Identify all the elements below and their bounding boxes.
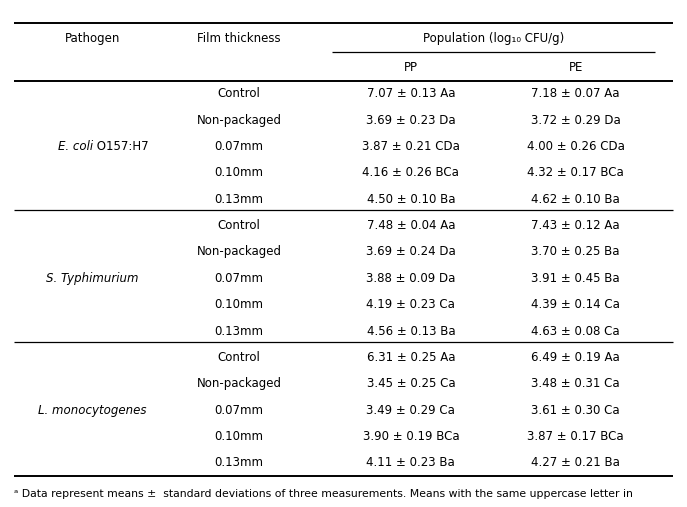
Text: PP: PP	[404, 61, 418, 74]
Text: 6.49 ± 0.19 Aa: 6.49 ± 0.19 Aa	[531, 351, 620, 364]
Text: Control: Control	[218, 87, 260, 100]
Text: S. Typhimurium: S. Typhimurium	[47, 272, 139, 285]
Text: 3.69 ± 0.24 Da: 3.69 ± 0.24 Da	[366, 245, 455, 259]
Text: 0.10mm: 0.10mm	[214, 298, 264, 311]
Text: Non-packaged: Non-packaged	[196, 377, 282, 390]
Text: 3.61 ± 0.30 Ca: 3.61 ± 0.30 Ca	[531, 404, 620, 417]
Text: 3.70 ± 0.25 Ba: 3.70 ± 0.25 Ba	[532, 245, 620, 259]
Text: 3.90 ± 0.19 BCa: 3.90 ± 0.19 BCa	[363, 430, 459, 443]
Text: 4.00 ± 0.26 CDa: 4.00 ± 0.26 CDa	[527, 140, 624, 153]
Text: E. coli: E. coli	[58, 140, 93, 153]
Text: 4.19 ± 0.23 Ca: 4.19 ± 0.23 Ca	[366, 298, 455, 311]
Text: 3.69 ± 0.23 Da: 3.69 ± 0.23 Da	[366, 114, 455, 127]
Text: 3.88 ± 0.09 Da: 3.88 ± 0.09 Da	[366, 272, 455, 285]
Text: 0.10mm: 0.10mm	[214, 430, 264, 443]
Text: 7.07 ± 0.13 Aa: 7.07 ± 0.13 Aa	[367, 87, 455, 100]
Text: 3.87 ± 0.17 BCa: 3.87 ± 0.17 BCa	[528, 430, 624, 443]
Text: Control: Control	[218, 351, 260, 364]
Text: 4.56 ± 0.13 Ba: 4.56 ± 0.13 Ba	[366, 324, 455, 338]
Text: Pathogen: Pathogen	[65, 32, 120, 45]
Text: 7.43 ± 0.12 Aa: 7.43 ± 0.12 Aa	[531, 219, 620, 232]
Text: 3.87 ± 0.21 CDa: 3.87 ± 0.21 CDa	[362, 140, 460, 153]
Text: 0.13mm: 0.13mm	[214, 456, 264, 469]
Text: 4.16 ± 0.26 BCa: 4.16 ± 0.26 BCa	[362, 166, 460, 179]
Text: 4.32 ± 0.17 BCa: 4.32 ± 0.17 BCa	[528, 166, 624, 179]
Text: O157:H7: O157:H7	[93, 140, 148, 153]
Text: 0.13mm: 0.13mm	[214, 193, 264, 206]
Text: 7.48 ± 0.04 Aa: 7.48 ± 0.04 Aa	[367, 219, 455, 232]
Text: Non-packaged: Non-packaged	[196, 245, 282, 259]
Text: 4.62 ± 0.10 Ba: 4.62 ± 0.10 Ba	[531, 193, 620, 206]
Text: 4.27 ± 0.21 Ba: 4.27 ± 0.21 Ba	[531, 456, 620, 469]
Text: Control: Control	[218, 219, 260, 232]
Text: 0.07mm: 0.07mm	[214, 272, 264, 285]
Text: 4.11 ± 0.23 Ba: 4.11 ± 0.23 Ba	[366, 456, 455, 469]
Text: 4.50 ± 0.10 Ba: 4.50 ± 0.10 Ba	[367, 193, 455, 206]
Text: 0.13mm: 0.13mm	[214, 324, 264, 338]
Text: L. monocytogenes: L. monocytogenes	[38, 404, 147, 417]
Text: 3.45 ± 0.25 Ca: 3.45 ± 0.25 Ca	[366, 377, 455, 390]
Text: 0.07mm: 0.07mm	[214, 404, 264, 417]
Text: 3.49 ± 0.29 Ca: 3.49 ± 0.29 Ca	[366, 404, 455, 417]
Text: 7.18 ± 0.07 Aa: 7.18 ± 0.07 Aa	[532, 87, 620, 100]
Text: 4.63 ± 0.08 Ca: 4.63 ± 0.08 Ca	[531, 324, 620, 338]
Text: PE: PE	[569, 61, 583, 74]
Text: 0.10mm: 0.10mm	[214, 166, 264, 179]
Text: ᵃ Data represent means ±  standard deviations of three measurements. Means with : ᵃ Data represent means ± standard deviat…	[14, 489, 633, 499]
Text: Non-packaged: Non-packaged	[196, 114, 282, 127]
Text: 3.72 ± 0.29 Da: 3.72 ± 0.29 Da	[531, 114, 620, 127]
Text: 3.48 ± 0.31 Ca: 3.48 ± 0.31 Ca	[531, 377, 620, 390]
Text: 4.39 ± 0.14 Ca: 4.39 ± 0.14 Ca	[531, 298, 620, 311]
Text: 6.31 ± 0.25 Aa: 6.31 ± 0.25 Aa	[367, 351, 455, 364]
Text: Population (log₁₀ CFU/g): Population (log₁₀ CFU/g)	[423, 32, 564, 45]
Text: 3.91 ± 0.45 Ba: 3.91 ± 0.45 Ba	[531, 272, 620, 285]
Text: 0.07mm: 0.07mm	[214, 140, 264, 153]
Text: Film thickness: Film thickness	[197, 32, 281, 45]
